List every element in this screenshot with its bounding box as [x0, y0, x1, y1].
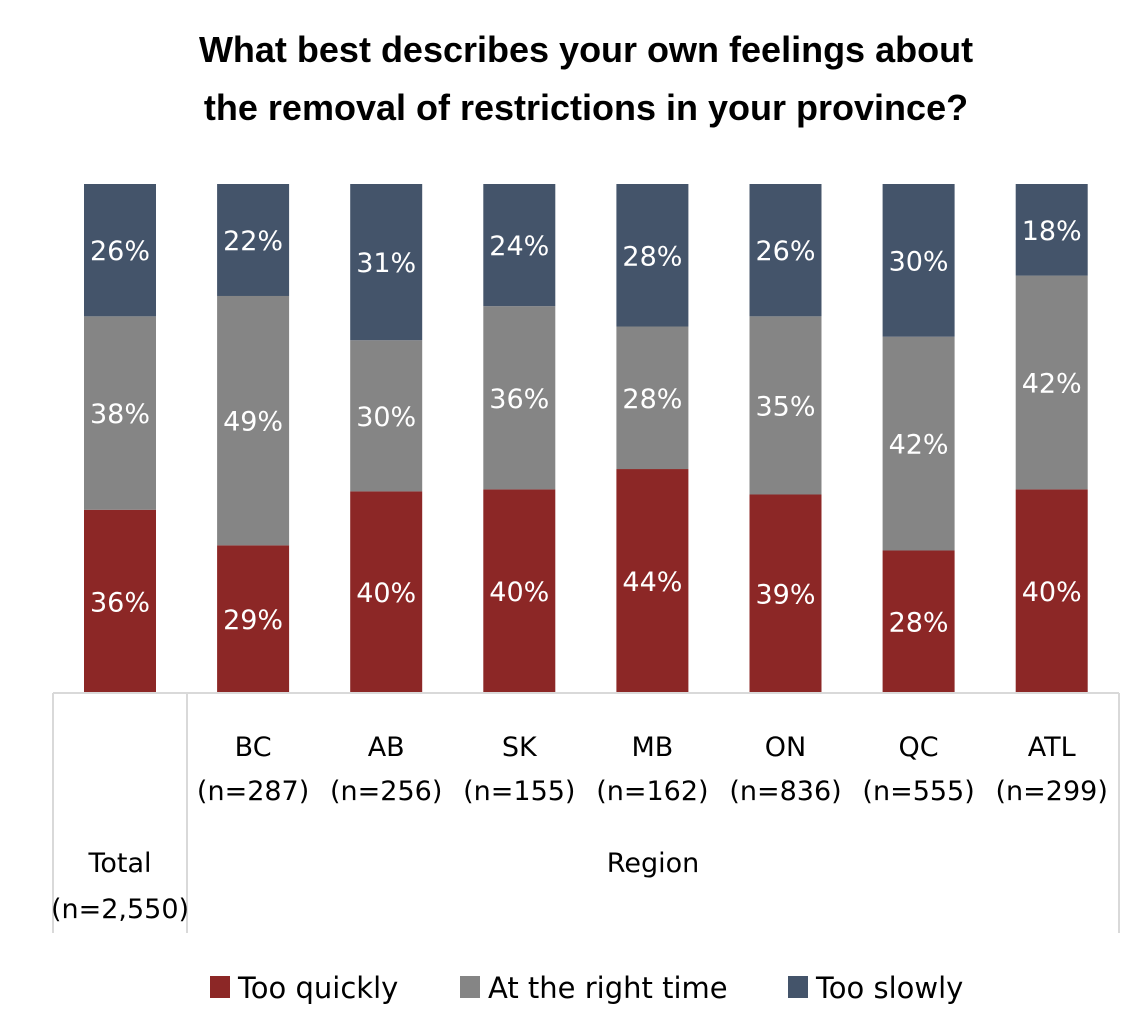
data-label-on-right-time: 35% — [755, 391, 815, 422]
bar-ab-too-slowly — [350, 184, 423, 341]
data-label-total-too-slowly: 26% — [90, 236, 150, 267]
data-label-bc-too-slowly: 22% — [223, 226, 283, 257]
category-label-on-2: (n=836) — [729, 776, 841, 807]
bar-qc-too-slowly — [882, 184, 955, 337]
bar-bc-right-time — [217, 295, 290, 546]
data-label-ab-right-time: 30% — [356, 402, 416, 433]
data-label-qc-too-quickly: 28% — [889, 608, 949, 639]
legend: Too quickly At the right time Too slowly — [210, 971, 963, 1005]
category-label-atl-2: (n=299) — [996, 776, 1108, 807]
category-label-bc-2: (n=287) — [197, 776, 309, 807]
data-label-atl-too-slowly: 18% — [1022, 216, 1082, 247]
legend-swatch-too-quickly — [210, 976, 230, 998]
bar-sk-too-quickly — [483, 489, 556, 693]
bar-qc-right-time — [882, 336, 955, 551]
legend-swatch-too-slowly — [788, 976, 808, 998]
category-label-mb-1: MB — [631, 732, 673, 763]
data-label-on-too-slowly: 26% — [755, 236, 815, 267]
data-label-sk-right-time: 36% — [489, 384, 549, 415]
bar-atl-too-slowly — [1015, 184, 1088, 276]
data-label-bc-too-quickly: 29% — [223, 605, 283, 636]
group-label-region: Region — [607, 848, 699, 879]
bar-atl-right-time — [1015, 275, 1088, 490]
chart-title-line-1: What best describes your own feelings ab… — [199, 29, 973, 70]
data-label-qc-right-time: 42% — [889, 430, 949, 461]
bar-ab-right-time — [350, 340, 423, 492]
data-label-qc-too-slowly: 30% — [889, 246, 949, 277]
plot-area: 36% 38% 26% 29% 49% 22% 40% 30% 31% 40% 36% 24% 44% 2… — [84, 184, 1088, 693]
bar-on-right-time — [749, 316, 822, 495]
category-label-sk-2: (n=155) — [463, 776, 575, 807]
bar-on-too-slowly — [749, 184, 822, 317]
legend-label-right-time: At the right time — [488, 971, 728, 1005]
category-label-qc-2: (n=555) — [862, 776, 974, 807]
category-label-on-1: ON — [765, 732, 806, 763]
category-label-ab-2: (n=256) — [330, 776, 442, 807]
bar-bc-too-slowly — [217, 184, 290, 296]
legend-swatch-right-time — [460, 976, 480, 998]
data-label-mb-too-quickly: 44% — [622, 567, 682, 598]
data-label-atl-right-time: 42% — [1022, 369, 1082, 400]
category-label-total-3: (n=2,550) — [51, 894, 189, 925]
category-label-bc-1: BC — [235, 732, 272, 763]
data-label-on-too-quickly: 39% — [755, 580, 815, 611]
bar-total-right-time — [84, 316, 156, 510]
chart-title-line-2: the removal of restrictions in your prov… — [204, 87, 968, 128]
bar-atl-too-quickly — [1015, 489, 1088, 693]
bar-on-too-quickly — [749, 494, 822, 693]
bar-sk-right-time — [483, 306, 556, 490]
bar-mb-too-slowly — [616, 184, 689, 327]
bar-total-too-slowly — [84, 184, 156, 317]
data-label-mb-too-slowly: 28% — [622, 241, 682, 272]
data-label-ab-too-slowly: 31% — [356, 248, 416, 279]
data-label-atl-too-quickly: 40% — [1022, 577, 1082, 608]
legend-label-too-quickly: Too quickly — [237, 971, 398, 1005]
data-label-total-right-time: 38% — [90, 399, 150, 430]
category-label-qc-1: QC — [899, 732, 939, 763]
data-label-bc-right-time: 49% — [223, 407, 283, 438]
category-label-total-2: Total — [87, 848, 151, 879]
bar-mb-right-time — [616, 326, 689, 470]
data-label-mb-right-time: 28% — [622, 384, 682, 415]
data-label-sk-too-slowly: 24% — [489, 231, 549, 262]
bar-ab-too-quickly — [350, 491, 423, 693]
category-label-atl-1: ATL — [1028, 732, 1076, 763]
bar-mb-too-quickly — [616, 469, 689, 693]
bar-qc-too-quickly — [882, 550, 955, 693]
legend-label-too-slowly: Too slowly — [815, 971, 963, 1005]
data-label-ab-too-quickly: 40% — [356, 578, 416, 609]
data-label-total-too-quickly: 36% — [90, 587, 150, 618]
category-table: Total (n=2,550) BC (n=287) AB (n=256) SK (n=155… — [51, 692, 1120, 933]
bar-bc-too-quickly — [217, 545, 290, 693]
data-label-sk-too-quickly: 40% — [489, 577, 549, 608]
bar-sk-too-slowly — [483, 184, 556, 307]
category-label-mb-2: (n=162) — [596, 776, 708, 807]
chart-title: What best describes your own feelings ab… — [199, 29, 973, 128]
category-label-sk-1: SK — [502, 732, 538, 763]
category-label-ab-1: AB — [368, 732, 405, 763]
bar-total-too-quickly — [84, 509, 156, 693]
